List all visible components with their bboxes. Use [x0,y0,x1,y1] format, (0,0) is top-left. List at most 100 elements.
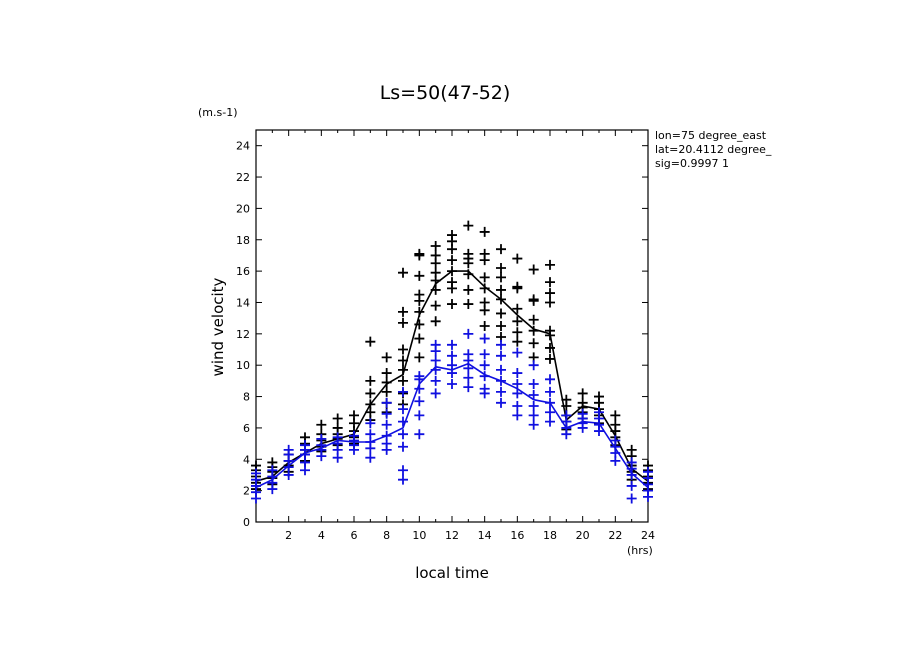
series-1-point [496,386,506,397]
series-1-point [267,465,278,476]
series-1-point [610,435,621,446]
x-tick-label: 16 [510,529,524,542]
series-1-point [414,371,425,382]
series-0-point [414,289,425,300]
annotation-sig: sig=0.9997 1 [655,157,729,170]
plot-frame [255,129,649,523]
y-tick-label: 12 [236,328,250,341]
series-1-point [398,386,408,397]
x-tick-label: 6 [351,529,358,542]
y-tick-label: 8 [243,391,250,404]
x-tick-label: 20 [576,529,590,542]
series-1-point [577,408,588,419]
series-1-point [414,429,425,440]
series-1-point [414,396,425,407]
series-1-point [365,452,376,463]
series-0-point [447,277,457,288]
y-tick-label: 0 [243,516,250,529]
series-1-point [463,372,474,383]
series-1-point [528,419,539,430]
series-0-point [479,226,490,237]
series-0-point [398,364,408,375]
series-0-point [447,299,457,310]
series-0-point [512,336,523,347]
series-0-point [398,375,408,386]
series-0-point [463,284,474,295]
series-1-point [496,397,506,408]
series-0-point [414,270,425,281]
series-1-point [528,400,539,411]
series-0-point [528,294,539,305]
series-1-point [381,430,392,441]
series-0-point [545,259,555,270]
series-0-point [479,272,490,283]
series-1-point [626,457,637,468]
series-0-point [316,419,327,430]
series-1-point [316,433,327,444]
series-1-point [561,410,572,421]
series-1-point [398,465,408,476]
series-0-point [561,394,572,405]
series-0-point [496,272,506,283]
series-0-point [496,284,506,295]
chart-title: Ls=50(47-52) [380,82,511,104]
y-tick-label: 22 [236,171,250,184]
series-1-point [512,400,523,411]
series-1-point [398,474,408,485]
annotation-lat: lat=20.4112 degree_ [655,143,772,156]
series-0-point [381,386,392,397]
series-1-point [463,382,474,393]
series-1-point [528,389,539,400]
series-0-point [430,250,441,261]
series-1-point [479,360,490,371]
y-tick-label: 4 [243,453,250,466]
y-tick-label: 2 [243,485,250,498]
x-tick-label: 4 [318,529,325,542]
series-0-point [512,281,523,292]
series-1-point [512,379,523,390]
x-tick-label: 12 [445,529,459,542]
series-0-point [430,300,441,311]
series-0-point [349,410,359,421]
x-axis-ticks: 2 4 6 8 10 12 14 16 18 20 22 24 [271,130,655,542]
series-1-point [545,407,555,418]
series-0-point [414,306,425,317]
series-0-point [479,321,490,331]
series-0-point [545,342,555,353]
y-tick-label: 24 [236,140,250,153]
series-1-point [447,339,457,350]
x-axis-label: local time [415,564,489,582]
series-1-point [398,429,408,440]
series-0-point [496,244,506,255]
series-1-point [349,430,359,441]
series-1-point [365,429,376,440]
series-1-point [479,349,490,360]
series-1-point [545,416,555,427]
series-0-point [496,262,506,273]
series-1-point [479,333,490,344]
series-layer [251,220,653,504]
series-0-point [430,241,441,252]
series-1-point [430,388,441,399]
series-0-point [398,344,408,355]
series-1-point [283,444,294,455]
y-tick-label: 16 [236,265,250,278]
series-0-point [414,352,425,363]
x-tick-label: 2 [285,529,292,542]
y-tick-label: 20 [236,202,250,215]
series-1-point [496,350,506,361]
series-1-point [528,360,539,371]
series-0-point [479,283,490,294]
series-0-point [365,388,376,399]
series-1-point [414,383,425,394]
series-0-point [577,388,588,399]
series-0-point [610,419,621,430]
series-1-point [545,386,555,397]
series-0-point [528,314,539,325]
series-1-point [528,379,539,390]
series-0-point [447,255,457,266]
series-0-point [430,316,441,327]
series-1-point [398,441,408,452]
series-1-point [479,383,490,394]
